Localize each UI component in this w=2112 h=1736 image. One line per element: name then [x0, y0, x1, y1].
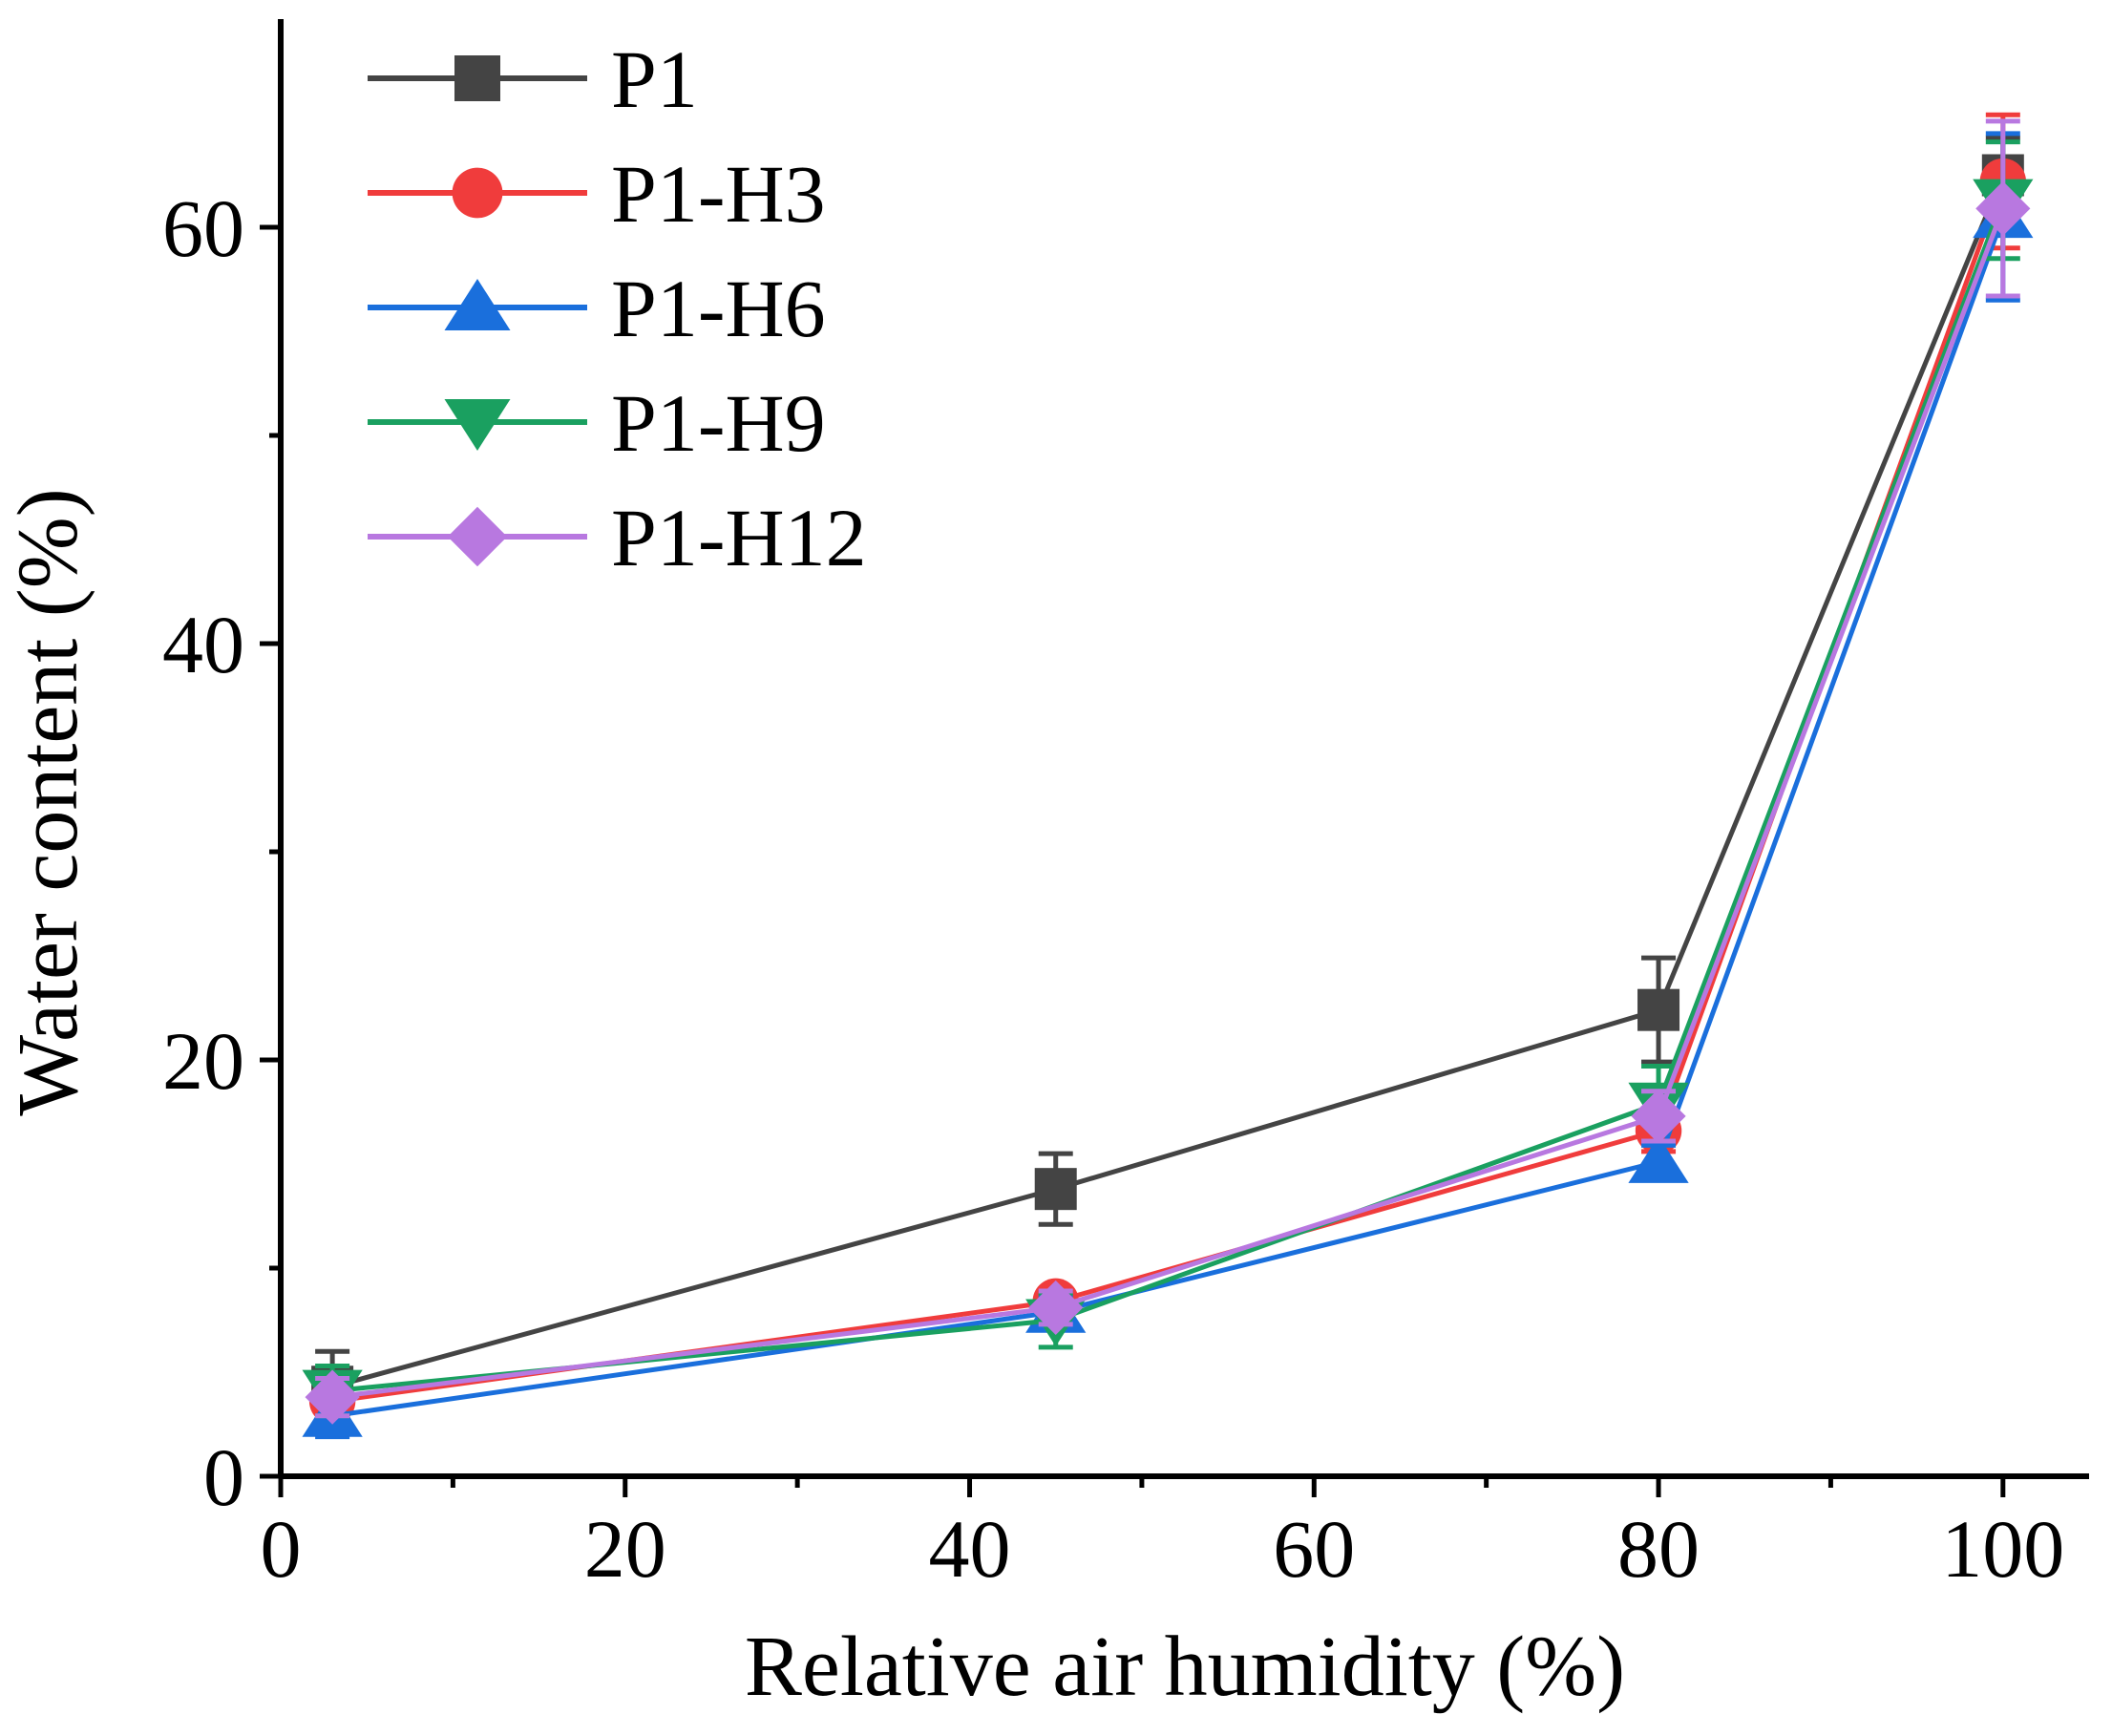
x-tick-label: 100	[1941, 1503, 2064, 1595]
x-tick-label: 60	[1273, 1503, 1355, 1595]
x-tick-label: 20	[584, 1503, 666, 1595]
x-tick-label: 80	[1617, 1503, 1700, 1595]
y-tick-label: 20	[162, 1015, 244, 1107]
legend-item-p1-h12: P1-H12	[368, 492, 867, 583]
x-tick-label: 40	[929, 1503, 1011, 1595]
legend-marker	[444, 399, 511, 451]
series-p1-h9	[302, 139, 2034, 1419]
series-line	[331, 174, 2006, 1389]
series-line	[331, 216, 2006, 1419]
legend-label: P1-H9	[611, 377, 826, 469]
series-p1	[311, 135, 2024, 1425]
legend-marker	[452, 167, 503, 219]
axes	[278, 19, 2089, 1479]
legend-marker	[454, 55, 500, 101]
legend-marker	[447, 506, 508, 567]
legend-label: P1	[611, 33, 698, 125]
data-point	[1034, 1168, 1077, 1211]
y-tick-label: 0	[203, 1431, 244, 1523]
series-p1-h6	[302, 131, 2034, 1440]
x-axis-title: Relative air humidity (%)	[745, 1620, 1625, 1714]
legend-item-p1-h9: P1-H9	[368, 377, 826, 469]
data-point	[1637, 988, 1680, 1031]
data-point	[1028, 1280, 1084, 1336]
y-tick-label: 60	[162, 182, 244, 274]
series-p1-h12	[305, 118, 2031, 1425]
legend-item-p1: P1	[368, 33, 698, 125]
y-tick-labels: 0 20 40 60	[162, 182, 244, 1523]
x-tick-labels: 0 20 40 60 80 100	[261, 1503, 2065, 1595]
data-point	[1975, 180, 2031, 236]
legend-label: P1-H6	[611, 263, 826, 354]
series-line	[331, 199, 2006, 1394]
legend-label: P1-H12	[611, 492, 867, 583]
legend-marker	[444, 279, 511, 330]
data-point	[305, 1369, 360, 1425]
series-line	[331, 180, 2006, 1404]
data-point	[1628, 1135, 1689, 1183]
y-axis-title: Water content (%)	[1, 488, 95, 1115]
legend: P1 P1-H3 P1-H6 P1-H9 P1-H12	[368, 33, 867, 583]
series-layer	[302, 112, 2034, 1440]
x-tick-label: 0	[261, 1503, 302, 1595]
legend-item-p1-h6: P1-H6	[368, 263, 826, 354]
y-tick-label: 40	[162, 599, 244, 690]
series-line	[331, 207, 2006, 1400]
legend-item-p1-h3: P1-H3	[368, 148, 826, 240]
axis-ticks	[260, 224, 2006, 1497]
data-point	[1631, 1089, 1686, 1144]
legend-label: P1-H3	[611, 148, 826, 240]
series-p1-h3	[308, 112, 2027, 1425]
